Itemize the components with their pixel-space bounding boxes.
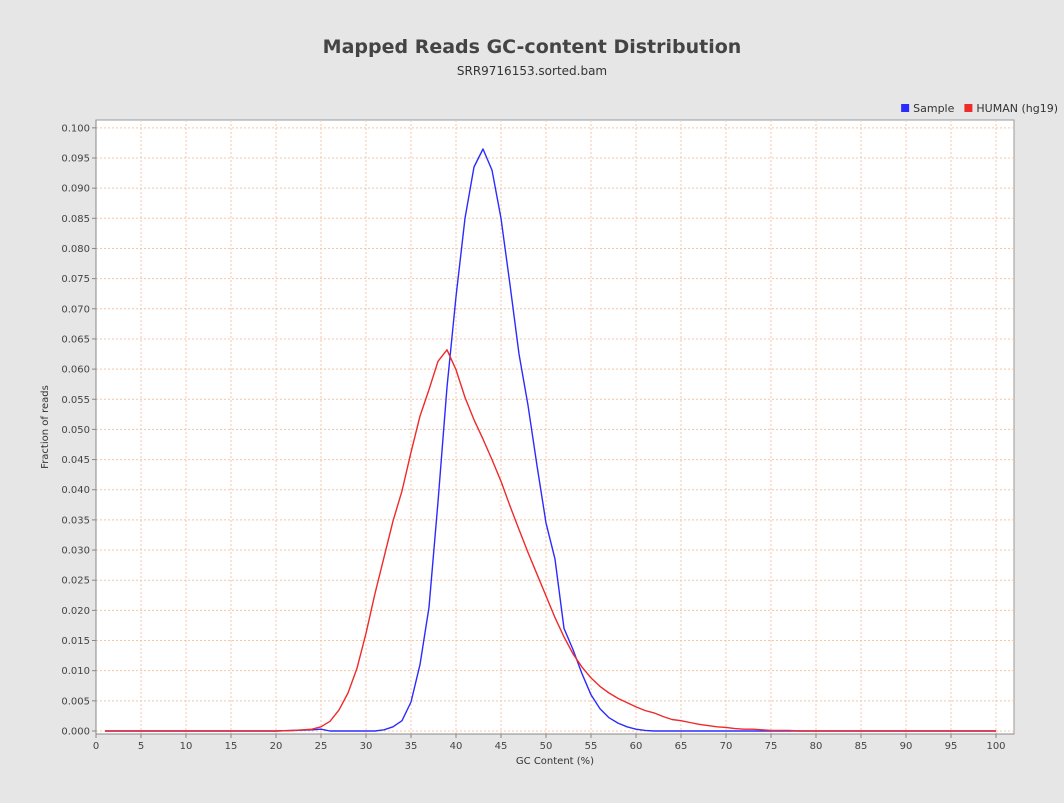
x-tick-label: 60 [630, 741, 643, 752]
y-tick-label: 0.085 [61, 214, 90, 225]
x-tick-label: 75 [765, 741, 778, 752]
y-tick-label: 0.015 [61, 636, 90, 647]
x-tick-label: 100 [986, 741, 1005, 752]
y-axis-ticks: 0.000 0.005 0.010 0.015 0.020 0.025 0.030 0.035… [61, 123, 96, 737]
x-tick-label: 50 [540, 741, 553, 752]
x-axis-ticks: 0 5 10 15 20 25 30 35 40 45 50 55 60 65 70 75 80 85 90 95 10… [93, 734, 1006, 752]
legend-label: Sample [913, 102, 954, 115]
x-tick-label: 15 [225, 741, 238, 752]
y-tick-label: 0.010 [61, 666, 90, 677]
y-tick-label: 0.050 [61, 425, 90, 436]
series-layer [105, 148, 996, 732]
y-tick-label: 0.005 [61, 696, 90, 707]
x-tick-label: 85 [855, 741, 868, 752]
chart-subtitle: SRR9716153.sorted.bam [456, 64, 608, 78]
y-tick-label: 0.080 [61, 244, 90, 255]
y-tick-label: 0.025 [61, 576, 90, 587]
x-tick-label: 80 [810, 741, 823, 752]
x-tick-label: 30 [360, 741, 373, 752]
x-tick-label: 90 [900, 741, 913, 752]
series-line-sample [105, 148, 996, 732]
grid-lines [95, 120, 1014, 734]
x-tick-label: 10 [180, 741, 193, 752]
x-tick-label: 40 [450, 741, 463, 752]
x-tick-label: 5 [138, 741, 144, 752]
plot-area [95, 119, 1015, 735]
x-tick-label: 65 [675, 741, 688, 752]
series-line-human-hg19 [105, 349, 996, 732]
x-tick-label: 25 [315, 741, 328, 752]
y-tick-label: 0.035 [61, 515, 90, 526]
y-tick-label: 0.090 [61, 184, 90, 195]
y-tick-label: 0.040 [61, 485, 90, 496]
x-tick-label: 0 [93, 741, 99, 752]
y-tick-label: 0.030 [61, 546, 90, 557]
y-tick-label: 0.055 [61, 395, 90, 406]
legend-swatch [964, 104, 973, 112]
y-tick-label: 0.065 [61, 334, 90, 345]
y-tick-label: 0.000 [61, 726, 90, 737]
x-axis-label: GC Content (%) [516, 756, 594, 767]
x-tick-label: 35 [405, 741, 418, 752]
legend-swatch [901, 104, 910, 112]
legend: HUMAN (hg19) Sample [901, 102, 1058, 115]
x-tick-label: 45 [495, 741, 508, 752]
legend-label: HUMAN (hg19) [976, 102, 1058, 115]
x-tick-label: 20 [270, 741, 283, 752]
x-tick-label: 95 [945, 741, 958, 752]
y-tick-label: 0.060 [61, 365, 90, 376]
y-tick-label: 0.095 [61, 153, 90, 164]
y-axis-label: Fraction of reads [40, 385, 51, 469]
y-tick-label: 0.070 [61, 304, 90, 315]
y-tick-label: 0.045 [61, 455, 90, 466]
y-tick-label: 0.020 [61, 606, 90, 617]
chart-title: Mapped Reads GC-content Distribution [322, 36, 742, 58]
x-tick-label: 70 [720, 741, 733, 752]
x-tick-label: 55 [585, 741, 598, 752]
y-tick-label: 0.100 [61, 123, 90, 134]
y-tick-label: 0.075 [61, 274, 90, 285]
